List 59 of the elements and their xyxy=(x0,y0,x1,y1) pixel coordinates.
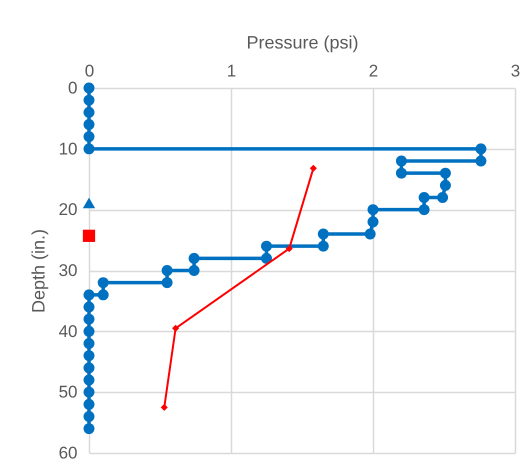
point xyxy=(396,168,407,179)
point xyxy=(261,240,272,252)
y-tick-label: 10 xyxy=(58,139,78,158)
y-tick-label: 40 xyxy=(58,322,78,341)
point xyxy=(286,245,293,252)
point xyxy=(310,164,317,172)
point xyxy=(84,289,94,300)
point xyxy=(84,398,94,410)
point xyxy=(162,277,173,288)
point xyxy=(368,204,378,216)
x-tick-label: 0 xyxy=(84,62,94,80)
x-tick-label: 3 xyxy=(510,62,520,80)
point xyxy=(364,228,376,240)
point xyxy=(84,350,94,362)
point xyxy=(84,423,94,434)
point xyxy=(418,192,430,203)
point xyxy=(440,180,451,191)
y-tick-label: 20 xyxy=(58,200,78,220)
point xyxy=(84,314,94,325)
point xyxy=(84,106,94,118)
point xyxy=(98,289,109,300)
point xyxy=(318,240,329,252)
point xyxy=(475,143,486,154)
point xyxy=(84,386,94,398)
point xyxy=(84,94,94,106)
point xyxy=(84,362,94,374)
point xyxy=(172,324,180,332)
point xyxy=(368,216,378,228)
point xyxy=(418,204,430,216)
y-tick-label: 30 xyxy=(58,261,78,280)
point xyxy=(162,265,173,276)
point xyxy=(98,277,109,288)
x-axis-title: Pressure (psi) xyxy=(246,32,359,52)
point xyxy=(84,374,94,386)
y-tick-label: 60 xyxy=(58,444,78,462)
y-tick-label: 0 xyxy=(68,78,78,98)
point xyxy=(188,265,200,276)
y-axis-title: Depth (in.) xyxy=(28,228,49,314)
point xyxy=(82,230,96,242)
point xyxy=(84,326,94,337)
point xyxy=(261,252,272,264)
point xyxy=(84,119,94,130)
point xyxy=(84,82,94,94)
point xyxy=(84,143,94,154)
point xyxy=(84,411,94,422)
point xyxy=(160,404,168,411)
point xyxy=(84,131,94,142)
point xyxy=(84,302,94,312)
point xyxy=(188,252,200,264)
x-tick-label: 1 xyxy=(226,62,236,80)
point xyxy=(84,338,94,349)
point xyxy=(440,168,451,179)
point xyxy=(437,192,448,203)
point xyxy=(475,156,486,166)
point xyxy=(82,198,96,208)
y-tick-label: 50 xyxy=(58,382,78,402)
point xyxy=(318,228,329,240)
x-tick-label: 2 xyxy=(368,62,378,80)
point xyxy=(396,156,407,166)
